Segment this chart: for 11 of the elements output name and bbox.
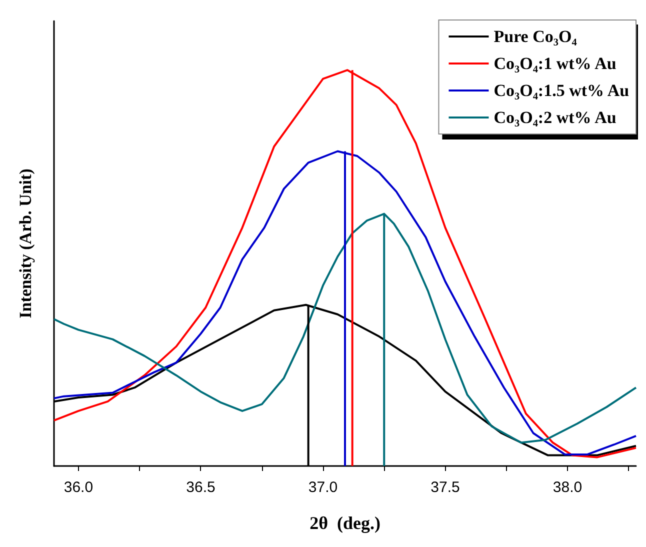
legend-label: Co₃O₄:1.5 wt% Au [494, 81, 630, 100]
x-tick-label: 36.5 [186, 479, 216, 496]
x-tick-label: 37.0 [308, 479, 338, 496]
legend-label: Pure Co₃O₄ [494, 27, 577, 46]
x-tick-label: 36.0 [64, 479, 94, 496]
x-tick-label: 37.5 [430, 479, 460, 496]
x-tick-label: 38.0 [552, 479, 582, 496]
legend-label: Co₃O₄:2 wt% Au [494, 108, 616, 127]
legend-label: Co₃O₄:1 wt% Au [494, 54, 616, 73]
y-axis-title: Intensity (Arb. Unit) [16, 168, 35, 318]
x-axis-title: 2θ (deg.) [310, 513, 380, 533]
